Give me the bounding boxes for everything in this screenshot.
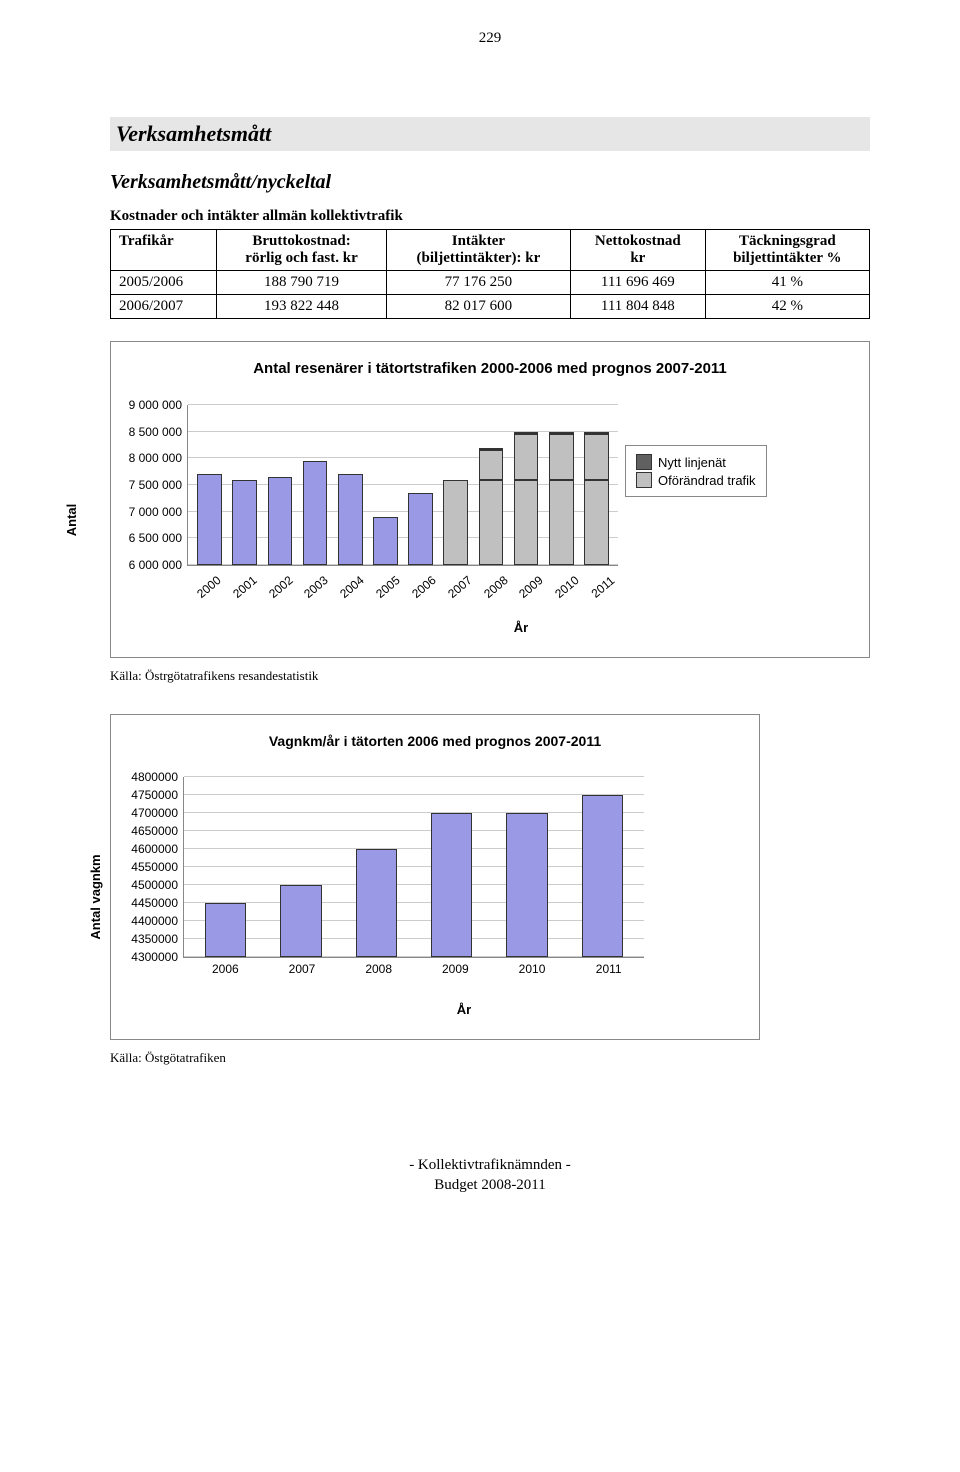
chart-1-ytick: 9 000 000	[129, 398, 188, 412]
chart-1-bar	[443, 480, 468, 565]
table-caption: Kostnader och intäkter allmän kollektivt…	[110, 208, 870, 225]
chart-2-xtick: 2010	[494, 962, 571, 976]
chart-2-bar	[582, 795, 623, 957]
section-title: Verksamhetsmått	[110, 117, 870, 151]
chart-1-xtick: 2011	[585, 570, 621, 604]
table-cell: 111 804 848	[571, 295, 706, 319]
chart-1-ytick: 6 000 000	[129, 558, 188, 572]
table-cell: 82 017 600	[386, 295, 570, 319]
table-cell: 77 176 250	[386, 271, 570, 295]
chart-2-ytick: 4750000	[131, 788, 184, 802]
table-row: 2006/2007193 822 44882 017 600111 804 84…	[111, 295, 870, 319]
chart-2: Vagnkm/år i tätorten 2006 med prognos 20…	[110, 714, 760, 1040]
legend-label: Nytt linjenät	[658, 455, 726, 470]
table-row: 2005/2006188 790 71977 176 250111 696 46…	[111, 271, 870, 295]
chart-1-xlabel: År	[187, 620, 855, 635]
chart-2-ytick: 4500000	[131, 878, 184, 892]
chart-1-ytick: 7 500 000	[129, 478, 188, 492]
chart-2-ytick: 4550000	[131, 860, 184, 874]
table-cell: 2005/2006	[111, 271, 217, 295]
page-footer: - Kollektivtrafiknämnden - Budget 2008-2…	[110, 1156, 870, 1195]
table-cell: 42 %	[705, 295, 869, 319]
chart-1-xtick: 2008	[477, 570, 513, 604]
chart-1-bar	[338, 474, 363, 565]
chart-2-bar	[280, 885, 321, 957]
chart-2-ytick: 4350000	[131, 932, 184, 946]
footer-line-2: Budget 2008-2011	[110, 1176, 870, 1196]
chart-2-bar	[205, 903, 246, 957]
table-cell: 111 696 469	[571, 271, 706, 295]
data-table: TrafikårBruttokostnad:rörlig och fast. k…	[110, 229, 870, 319]
chart-2-ytick: 4650000	[131, 824, 184, 838]
page-number: 229	[110, 30, 870, 47]
chart-1-xtick: 2009	[513, 570, 549, 604]
chart-1-ytick: 7 000 000	[129, 505, 188, 519]
chart-1-source: Källa: Östrgötatrafikens resandestatisti…	[110, 668, 870, 684]
chart-1-bar	[514, 432, 539, 565]
table-cell: 193 822 448	[217, 295, 387, 319]
chart-2-xtick: 2006	[187, 962, 264, 976]
chart-2-xtick: 2007	[264, 962, 341, 976]
chart-2-ylabel: Antal vagnkm	[88, 854, 103, 939]
chart-2-ytick: 4600000	[131, 842, 184, 856]
chart-1-bar	[232, 480, 257, 565]
chart-1-xtick: 2001	[227, 570, 263, 604]
chart-2-ytick: 4300000	[131, 950, 184, 964]
table-header: Täckningsgradbiljettintäkter %	[705, 230, 869, 271]
chart-1-legend: Nytt linjenät Oförändrad trafik	[625, 445, 767, 497]
chart-1-bar	[479, 448, 504, 565]
chart-2-xlabel: År	[183, 1002, 745, 1017]
chart-2-bar	[431, 813, 472, 957]
chart-1-bar	[303, 461, 328, 565]
chart-2-bar	[356, 849, 397, 957]
chart-1-ytick: 6 500 000	[129, 531, 188, 545]
chart-1-xtick: 2010	[549, 570, 585, 604]
chart-1-xtick: 2000	[191, 570, 227, 604]
chart-1-bar	[268, 477, 293, 565]
chart-2-xtick: 2008	[340, 962, 417, 976]
chart-1-bar	[373, 517, 398, 565]
table-cell: 188 790 719	[217, 271, 387, 295]
chart-1-bar	[408, 493, 433, 565]
chart-2-ytick: 4700000	[131, 806, 184, 820]
table-cell: 41 %	[705, 271, 869, 295]
chart-1-xtick: 2004	[334, 570, 370, 604]
table-header: Bruttokostnad:rörlig och fast. kr	[217, 230, 387, 271]
chart-1-title: Antal resenärer i tätortstrafiken 2000-2…	[125, 360, 855, 377]
chart-2-xtick: 2011	[570, 962, 647, 976]
chart-2-bar	[506, 813, 547, 957]
chart-1-xtick: 2003	[298, 570, 334, 604]
chart-2-title: Vagnkm/år i tätorten 2006 med prognos 20…	[125, 733, 745, 749]
subsection-title: Verksamhetsmått/nyckeltal	[110, 171, 870, 194]
chart-1-ytick: 8 000 000	[129, 451, 188, 465]
table-header: Trafikår	[111, 230, 217, 271]
chart-1-bar	[584, 432, 609, 565]
chart-2-ytick: 4450000	[131, 896, 184, 910]
table-header: Intäkter(biljettintäkter): kr	[386, 230, 570, 271]
chart-1-xtick: 2002	[262, 570, 298, 604]
table-header: Nettokostnadkr	[571, 230, 706, 271]
chart-2-ytick: 4800000	[131, 770, 184, 784]
chart-2-ytick: 4400000	[131, 914, 184, 928]
chart-1: Antal resenärer i tätortstrafiken 2000-2…	[110, 341, 870, 658]
chart-2-source: Källa: Östgötatrafiken	[110, 1050, 870, 1066]
chart-1-bar	[549, 432, 574, 565]
footer-line-1: - Kollektivtrafiknämnden -	[110, 1156, 870, 1176]
chart-1-bar	[197, 474, 222, 565]
chart-2-xtick: 2009	[417, 962, 494, 976]
table-cell: 2006/2007	[111, 295, 217, 319]
chart-1-xtick: 2006	[406, 570, 442, 604]
chart-1-ytick: 8 500 000	[129, 425, 188, 439]
chart-1-xtick: 2005	[370, 570, 406, 604]
legend-label: Oförändrad trafik	[658, 473, 756, 488]
chart-1-xtick: 2007	[441, 570, 477, 604]
chart-1-ylabel: Antal	[64, 504, 79, 537]
